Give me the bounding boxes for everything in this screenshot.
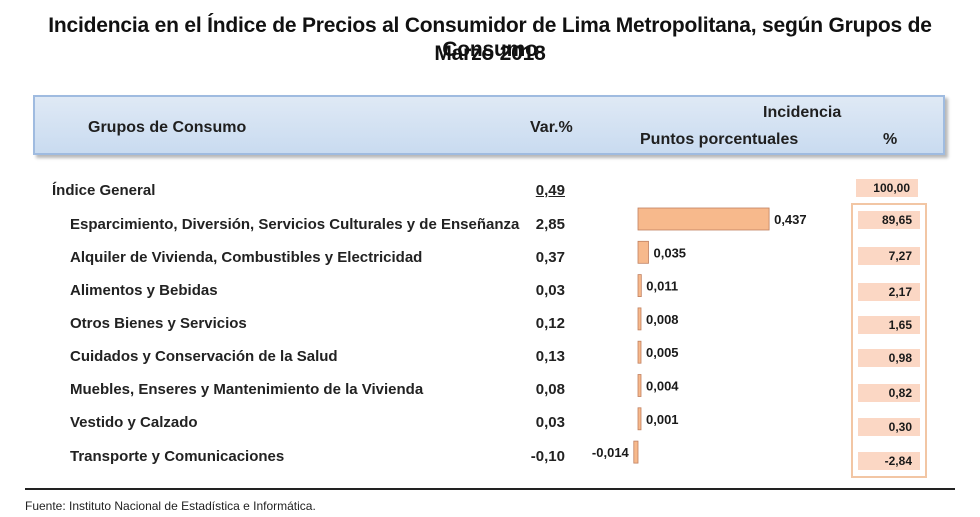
pct-frame	[851, 203, 927, 478]
header-var: Var.%	[530, 119, 573, 136]
row-label: Vestido y Calzado	[70, 414, 198, 431]
row-label: Muebles, Enseres y Mantenimiento de la V…	[70, 381, 424, 398]
bar-value-label: 0,008	[646, 312, 679, 327]
row-var: 0,03	[535, 282, 565, 299]
general-label: Índice General	[52, 182, 156, 199]
incidence-bar	[633, 440, 639, 464]
row-label: Otros Bienes y Servicios	[70, 315, 247, 332]
chart-subtitle: Marzo 2018	[434, 42, 546, 65]
bar-value-label: 0,011	[646, 279, 678, 294]
general-var: 0,49	[535, 182, 565, 199]
bar-value-label: 0,001	[646, 412, 679, 427]
row-label: Alquiler de Vivienda, Combustibles y Ele…	[70, 249, 423, 266]
incidence-pct: 0,30	[858, 418, 920, 436]
bar-value-label: 0,005	[646, 345, 679, 360]
chart-title: Incidencia en el Índice de Precios al Co…	[48, 14, 932, 61]
incidence-bar	[637, 340, 642, 364]
row-label: Transporte y Comunicaciones	[70, 448, 285, 465]
incidence-bar	[637, 374, 642, 397]
row-label: Alimentos y Bebidas	[70, 282, 218, 299]
incidence-bar	[637, 307, 642, 331]
header-incidencia: Incidencia	[763, 104, 842, 121]
bar-value-label: 0,035	[654, 245, 687, 260]
header-grupos: Grupos de Consumo	[88, 119, 247, 136]
header-puntos: Puntos porcentuales	[640, 131, 799, 148]
row-label: Esparcimiento, Diversión, Servicios Cult…	[70, 216, 520, 233]
bar-value-label: -0,014	[592, 445, 630, 460]
source-note: Fuente: Instituto Nacional de Estadístic…	[25, 499, 316, 513]
general-pct: 100,00	[856, 179, 918, 197]
row-var: 0,37	[535, 249, 565, 266]
table-header: Grupos de Consumo Var.% Incidencia Punto…	[33, 95, 945, 155]
incidence-pct: 0,98	[858, 349, 920, 367]
row-label: Cuidados y Conservación de la Salud	[70, 348, 338, 365]
row-var: 0,08	[535, 381, 565, 398]
row-var: 0,03	[535, 414, 565, 431]
incidence-bar	[637, 274, 642, 298]
incidence-pct: 7,27	[858, 247, 920, 265]
header-pct: %	[883, 131, 898, 148]
incidence-pct: 89,65	[858, 211, 920, 229]
incidence-pct: 2,17	[858, 283, 920, 301]
row-var: -0,10	[530, 448, 565, 465]
row-var: 0,12	[535, 315, 565, 332]
incidence-pct: -2,84	[858, 452, 920, 470]
footer-rule	[25, 488, 955, 490]
row-var: 2,85	[535, 216, 565, 233]
incidence-pct: 1,65	[858, 316, 920, 334]
incidence-bar	[637, 240, 649, 264]
bar-value-label: 0,437	[774, 212, 807, 227]
incidence-bar	[637, 207, 770, 231]
incidence-pct: 0,82	[858, 384, 920, 402]
incidence-bar	[637, 407, 642, 431]
row-var: 0,13	[535, 348, 565, 365]
bar-value-label: 0,004	[646, 379, 679, 394]
